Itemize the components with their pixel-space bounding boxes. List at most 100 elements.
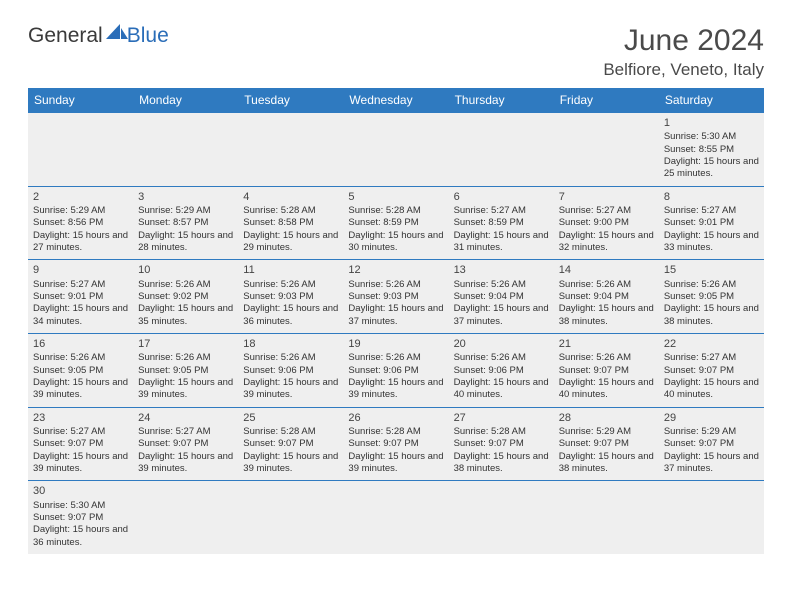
weekday-tuesday: Tuesday (238, 88, 343, 113)
brand-word2: Blue (127, 24, 169, 48)
empty-cell (554, 481, 659, 554)
day-number: 4 (243, 190, 338, 204)
day-detail: Sunrise: 5:28 AMSunset: 8:59 PMDaylight:… (348, 205, 443, 254)
day-cell: 7Sunrise: 5:27 AMSunset: 9:00 PMDaylight… (554, 186, 659, 260)
day-number: 9 (33, 263, 128, 277)
brand-logo: General Blue (28, 24, 169, 48)
day-number: 25 (243, 411, 338, 425)
day-cell: 22Sunrise: 5:27 AMSunset: 9:07 PMDayligh… (659, 334, 764, 408)
day-cell: 4Sunrise: 5:28 AMSunset: 8:58 PMDaylight… (238, 186, 343, 260)
day-cell: 23Sunrise: 5:27 AMSunset: 9:07 PMDayligh… (28, 407, 133, 481)
day-number: 10 (138, 263, 233, 277)
day-number: 15 (664, 263, 759, 277)
day-cell: 3Sunrise: 5:29 AMSunset: 8:57 PMDaylight… (133, 186, 238, 260)
day-detail: Sunrise: 5:27 AMSunset: 9:00 PMDaylight:… (559, 205, 654, 254)
day-cell: 11 Sunrise: 5:26 AMSunset: 9:03 PMDayligh… (238, 260, 343, 334)
day-detail: Sunrise: 5:29 AMSunset: 9:07 PMDaylight:… (559, 426, 654, 475)
day-detail: Sunrise: 5:26 AMSunset: 9:06 PMDaylight:… (243, 352, 338, 401)
day-detail: Sunrise: 5:26 AMSunset: 9:05 PMDaylight:… (138, 352, 233, 401)
empty-cell (343, 481, 448, 554)
day-cell: 13 Sunrise: 5:26 AMSunset: 9:04 PMDayligh… (449, 260, 554, 334)
day-number: 19 (348, 337, 443, 351)
empty-cell (133, 481, 238, 554)
day-detail: Sunrise: 5:26 AMSunset: 9:03 PMDaylight:… (243, 279, 338, 328)
day-number: 26 (348, 411, 443, 425)
empty-cell (28, 113, 133, 187)
empty-cell (449, 481, 554, 554)
day-detail: Sunrise: 5:26 AMSunset: 9:04 PMDaylight:… (454, 279, 549, 328)
day-number: 5 (348, 190, 443, 204)
day-detail: Sunrise: 5:26 AMSunset: 9:03 PMDaylight:… (348, 279, 443, 328)
calendar-row: 1Sunrise: 5:30 AMSunset: 8:55 PMDaylight… (28, 113, 764, 187)
calendar-table: SundayMondayTuesdayWednesdayThursdayFrid… (28, 88, 764, 554)
day-detail: Sunrise: 5:30 AMSunset: 9:07 PMDaylight:… (33, 500, 128, 549)
day-detail: Sunrise: 5:26 AMSunset: 9:04 PMDaylight:… (559, 279, 654, 328)
page-header: General Blue June 2024 Belfiore, Veneto,… (28, 24, 764, 80)
empty-cell (238, 481, 343, 554)
day-number: 12 (348, 263, 443, 277)
day-cell: 14 Sunrise: 5:26 AMSunset: 9:04 PMDayligh… (554, 260, 659, 334)
day-cell: 6Sunrise: 5:27 AMSunset: 8:59 PMDaylight… (449, 186, 554, 260)
day-number: 21 (559, 337, 654, 351)
month-title: June 2024 (603, 24, 764, 58)
day-number: 13 (454, 263, 549, 277)
day-detail: Sunrise: 5:28 AMSunset: 9:07 PMDaylight:… (348, 426, 443, 475)
day-cell: 30Sunrise: 5:30 AMSunset: 9:07 PMDayligh… (28, 481, 133, 554)
day-detail: Sunrise: 5:26 AMSunset: 9:06 PMDaylight:… (454, 352, 549, 401)
day-cell: 28Sunrise: 5:29 AMSunset: 9:07 PMDayligh… (554, 407, 659, 481)
day-detail: Sunrise: 5:26 AMSunset: 9:02 PMDaylight:… (138, 279, 233, 328)
weekday-friday: Friday (554, 88, 659, 113)
calendar-body: 1Sunrise: 5:30 AMSunset: 8:55 PMDaylight… (28, 113, 764, 555)
calendar-row: 30Sunrise: 5:30 AMSunset: 9:07 PMDayligh… (28, 481, 764, 554)
weekday-wednesday: Wednesday (343, 88, 448, 113)
calendar-row: 2Sunrise: 5:29 AMSunset: 8:56 PMDaylight… (28, 186, 764, 260)
day-cell: 17Sunrise: 5:26 AMSunset: 9:05 PMDayligh… (133, 334, 238, 408)
empty-cell (554, 113, 659, 187)
day-cell: 20Sunrise: 5:26 AMSunset: 9:06 PMDayligh… (449, 334, 554, 408)
day-detail: Sunrise: 5:29 AMSunset: 8:56 PMDaylight:… (33, 205, 128, 254)
day-detail: Sunrise: 5:27 AMSunset: 9:07 PMDaylight:… (138, 426, 233, 475)
day-detail: Sunrise: 5:27 AMSunset: 9:01 PMDaylight:… (664, 205, 759, 254)
day-cell: 21Sunrise: 5:26 AMSunset: 9:07 PMDayligh… (554, 334, 659, 408)
day-number: 17 (138, 337, 233, 351)
day-number: 1 (664, 116, 759, 130)
day-cell: 10 Sunrise: 5:26 AMSunset: 9:02 PMDayligh… (133, 260, 238, 334)
weekday-thursday: Thursday (449, 88, 554, 113)
day-detail: Sunrise: 5:27 AMSunset: 9:07 PMDaylight:… (664, 352, 759, 401)
day-cell: 5Sunrise: 5:28 AMSunset: 8:59 PMDaylight… (343, 186, 448, 260)
day-number: 14 (559, 263, 654, 277)
location-subtitle: Belfiore, Veneto, Italy (603, 60, 764, 80)
calendar-row: 9 Sunrise: 5:27 AMSunset: 9:01 PMDaylight… (28, 260, 764, 334)
weekday-saturday: Saturday (659, 88, 764, 113)
day-detail: Sunrise: 5:28 AMSunset: 8:58 PMDaylight:… (243, 205, 338, 254)
day-cell: 1Sunrise: 5:30 AMSunset: 8:55 PMDaylight… (659, 113, 764, 187)
day-number: 6 (454, 190, 549, 204)
day-number: 28 (559, 411, 654, 425)
day-cell: 27Sunrise: 5:28 AMSunset: 9:07 PMDayligh… (449, 407, 554, 481)
day-detail: Sunrise: 5:26 AMSunset: 9:06 PMDaylight:… (348, 352, 443, 401)
day-number: 3 (138, 190, 233, 204)
day-detail: Sunrise: 5:27 AMSunset: 9:01 PMDaylight:… (33, 279, 128, 328)
day-number: 11 (243, 263, 338, 277)
day-cell: 25Sunrise: 5:28 AMSunset: 9:07 PMDayligh… (238, 407, 343, 481)
day-detail: Sunrise: 5:26 AMSunset: 9:05 PMDaylight:… (33, 352, 128, 401)
day-detail: Sunrise: 5:26 AMSunset: 9:05 PMDaylight:… (664, 279, 759, 328)
day-detail: Sunrise: 5:29 AMSunset: 8:57 PMDaylight:… (138, 205, 233, 254)
sail-icon (106, 24, 128, 48)
empty-cell (659, 481, 764, 554)
day-detail: Sunrise: 5:29 AMSunset: 9:07 PMDaylight:… (664, 426, 759, 475)
day-cell: 8Sunrise: 5:27 AMSunset: 9:01 PMDaylight… (659, 186, 764, 260)
day-number: 18 (243, 337, 338, 351)
day-cell: 24Sunrise: 5:27 AMSunset: 9:07 PMDayligh… (133, 407, 238, 481)
calendar-row: 23Sunrise: 5:27 AMSunset: 9:07 PMDayligh… (28, 407, 764, 481)
day-number: 16 (33, 337, 128, 351)
day-detail: Sunrise: 5:26 AMSunset: 9:07 PMDaylight:… (559, 352, 654, 401)
day-number: 27 (454, 411, 549, 425)
day-detail: Sunrise: 5:27 AMSunset: 8:59 PMDaylight:… (454, 205, 549, 254)
empty-cell (133, 113, 238, 187)
empty-cell (449, 113, 554, 187)
day-cell: 26Sunrise: 5:28 AMSunset: 9:07 PMDayligh… (343, 407, 448, 481)
empty-cell (238, 113, 343, 187)
title-block: June 2024 Belfiore, Veneto, Italy (603, 24, 764, 80)
weekday-monday: Monday (133, 88, 238, 113)
